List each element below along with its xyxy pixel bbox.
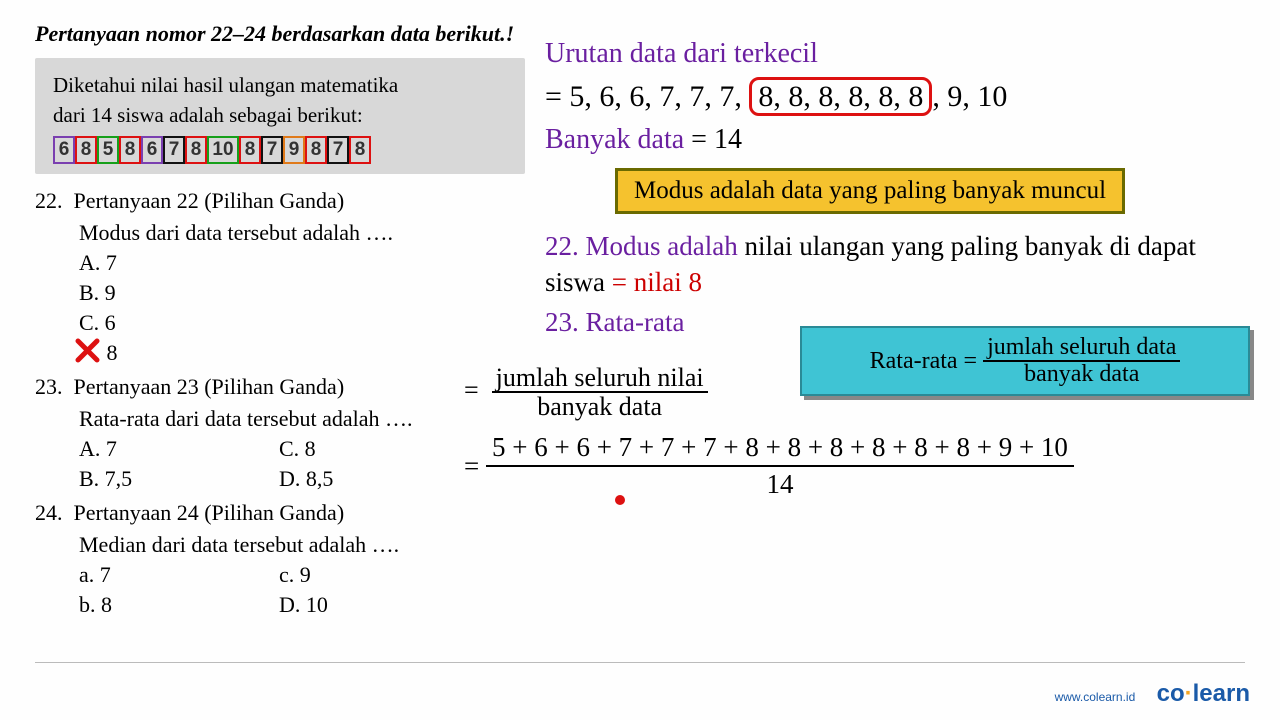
equals-2: =	[464, 451, 486, 482]
sorted-heading: Urutan data dari terkecil	[545, 38, 1250, 70]
count-eq: = 14	[691, 124, 742, 155]
sorted-post: , 9, 10	[932, 80, 1007, 113]
q23-title: Pertanyaan 23 (Pilihan Ganda)	[74, 374, 345, 399]
data-chip: 6	[141, 136, 163, 164]
data-chips: 685867810879878	[53, 136, 507, 164]
q24-opt-b: b. 8	[79, 592, 279, 618]
brand-b: learn	[1193, 680, 1250, 707]
mean-formula-box: Rata-rata = jumlah seluruh data banyak d…	[800, 326, 1250, 396]
q22-num: 22.	[35, 188, 63, 213]
data-chip: 7	[261, 136, 283, 164]
q23-num: 23.	[35, 374, 63, 399]
sum-den: 14	[766, 467, 793, 500]
q23-stem: Rata-rata dari data tersebut adalah ….	[79, 406, 525, 432]
q23-row2: B. 7,5 D. 8,5	[79, 466, 525, 492]
rata-fraction: jumlah seluruh data banyak data	[983, 335, 1180, 387]
form-fraction: jumlah seluruh nilai banyak data	[492, 364, 708, 421]
footer-divider	[35, 662, 1245, 663]
data-chip: 8	[349, 136, 371, 164]
sum-num: 5 + 6 + 6 + 7 + 7 + 7 + 8 + 8 + 8 + 8 + …	[486, 432, 1074, 467]
q22-opt-a: A. 7	[79, 250, 525, 276]
footer: www.colearn.id co·learn	[1055, 680, 1250, 708]
data-chip: 7	[163, 136, 185, 164]
q24-opt-a: a. 7	[79, 562, 279, 588]
q24-line: 24. Pertanyaan 24 (Pilihan Ganda)	[35, 500, 525, 526]
q23-opt-b: B. 7,5	[79, 466, 279, 492]
data-chip: 8	[305, 136, 327, 164]
q22-title: Pertanyaan 22 (Pilihan Ganda)	[74, 188, 345, 213]
brand-a: co	[1157, 680, 1185, 707]
q22-opt-d: 8	[79, 340, 525, 366]
footer-url: www.colearn.id	[1055, 690, 1136, 704]
data-chip: 5	[97, 136, 119, 164]
rata-den: banyak data	[1020, 362, 1143, 387]
data-chip: 8	[75, 136, 97, 164]
question-panel: Pertanyaan nomor 22–24 berdasarkan data …	[35, 20, 525, 618]
brand-logo: co·learn	[1157, 680, 1250, 707]
q24-row2: b. 8 D. 10	[79, 592, 525, 618]
data-chip: 8	[239, 136, 261, 164]
sorted-data: = 5, 6, 6, 7, 7, 7, 8, 8, 8, 8, 8, 8, 9,…	[545, 80, 1250, 114]
data-chip: 9	[283, 136, 305, 164]
a22-eq: = nilai 8	[612, 267, 702, 297]
q24-row1: a. 7 c. 9	[79, 562, 525, 588]
q24-opt-c: c. 9	[279, 562, 479, 588]
sum-fraction: 5 + 6 + 6 + 7 + 7 + 7 + 8 + 8 + 8 + 8 + …	[486, 432, 1074, 500]
q22-opt-b: B. 9	[79, 280, 525, 306]
answer-22: 22. Modus adalah nilai ulangan yang pali…	[545, 228, 1250, 301]
data-chip: 8	[185, 136, 207, 164]
brand-dot: ·	[1185, 680, 1193, 707]
form-num: jumlah seluruh nilai	[492, 364, 708, 393]
q24-opt-d: D. 10	[279, 592, 479, 618]
q22-opt-c: C. 6	[79, 310, 525, 336]
given-line-1: Diketahui nilai hasil ulangan matematika	[53, 70, 507, 100]
q22-stem: Modus dari data tersebut adalah ….	[79, 220, 525, 246]
a22-pre: 22. Modus adalah	[545, 231, 738, 261]
data-chip: 10	[207, 136, 239, 164]
rata-label: Rata-rata =	[870, 348, 977, 375]
rata-num: jumlah seluruh data	[983, 335, 1180, 362]
q24-title: Pertanyaan 24 (Pilihan Ganda)	[74, 500, 345, 525]
q23-opt-c: C. 8	[279, 436, 479, 462]
form-den: banyak data	[533, 393, 666, 420]
data-chip: 7	[327, 136, 349, 164]
q22-line: 22. Pertanyaan 22 (Pilihan Ganda)	[35, 188, 525, 214]
pointer-dot-icon	[615, 495, 625, 505]
modus-definition-box: Modus adalah data yang paling banyak mun…	[615, 168, 1125, 214]
sorted-pre: = 5, 6, 6, 7, 7, 7,	[545, 80, 742, 113]
count-label: Banyak data	[545, 124, 684, 155]
given-line-2: dari 14 siswa adalah sebagai berikut:	[53, 100, 507, 130]
q22-opt-d-text: 8	[107, 340, 118, 365]
q23-opt-a: A. 7	[79, 436, 279, 462]
mean-computation: = 5 + 6 + 6 + 7 + 7 + 7 + 8 + 8 + 8 + 8 …	[464, 432, 1074, 500]
mode-box: 8, 8, 8, 8, 8, 8	[749, 77, 932, 116]
section-title: Pertanyaan nomor 22–24 berdasarkan data …	[35, 20, 525, 48]
mean-formula-left: = jumlah seluruh nilai banyak data	[464, 364, 708, 421]
equals-1: =	[464, 375, 485, 404]
q23-row1: A. 7 C. 8	[79, 436, 525, 462]
q23-line: 23. Pertanyaan 23 (Pilihan Ganda)	[35, 374, 525, 400]
data-chip: 8	[119, 136, 141, 164]
q23-opt-d: D. 8,5	[279, 466, 479, 492]
data-chip: 6	[53, 136, 75, 164]
given-data-box: Diketahui nilai hasil ulangan matematika…	[35, 58, 525, 175]
count-line: Banyak data = 14	[545, 124, 1250, 156]
q24-num: 24.	[35, 500, 63, 525]
q24-stem: Median dari data tersebut adalah ….	[79, 532, 525, 558]
solution-panel: Urutan data dari terkecil = 5, 6, 6, 7, …	[545, 38, 1250, 338]
